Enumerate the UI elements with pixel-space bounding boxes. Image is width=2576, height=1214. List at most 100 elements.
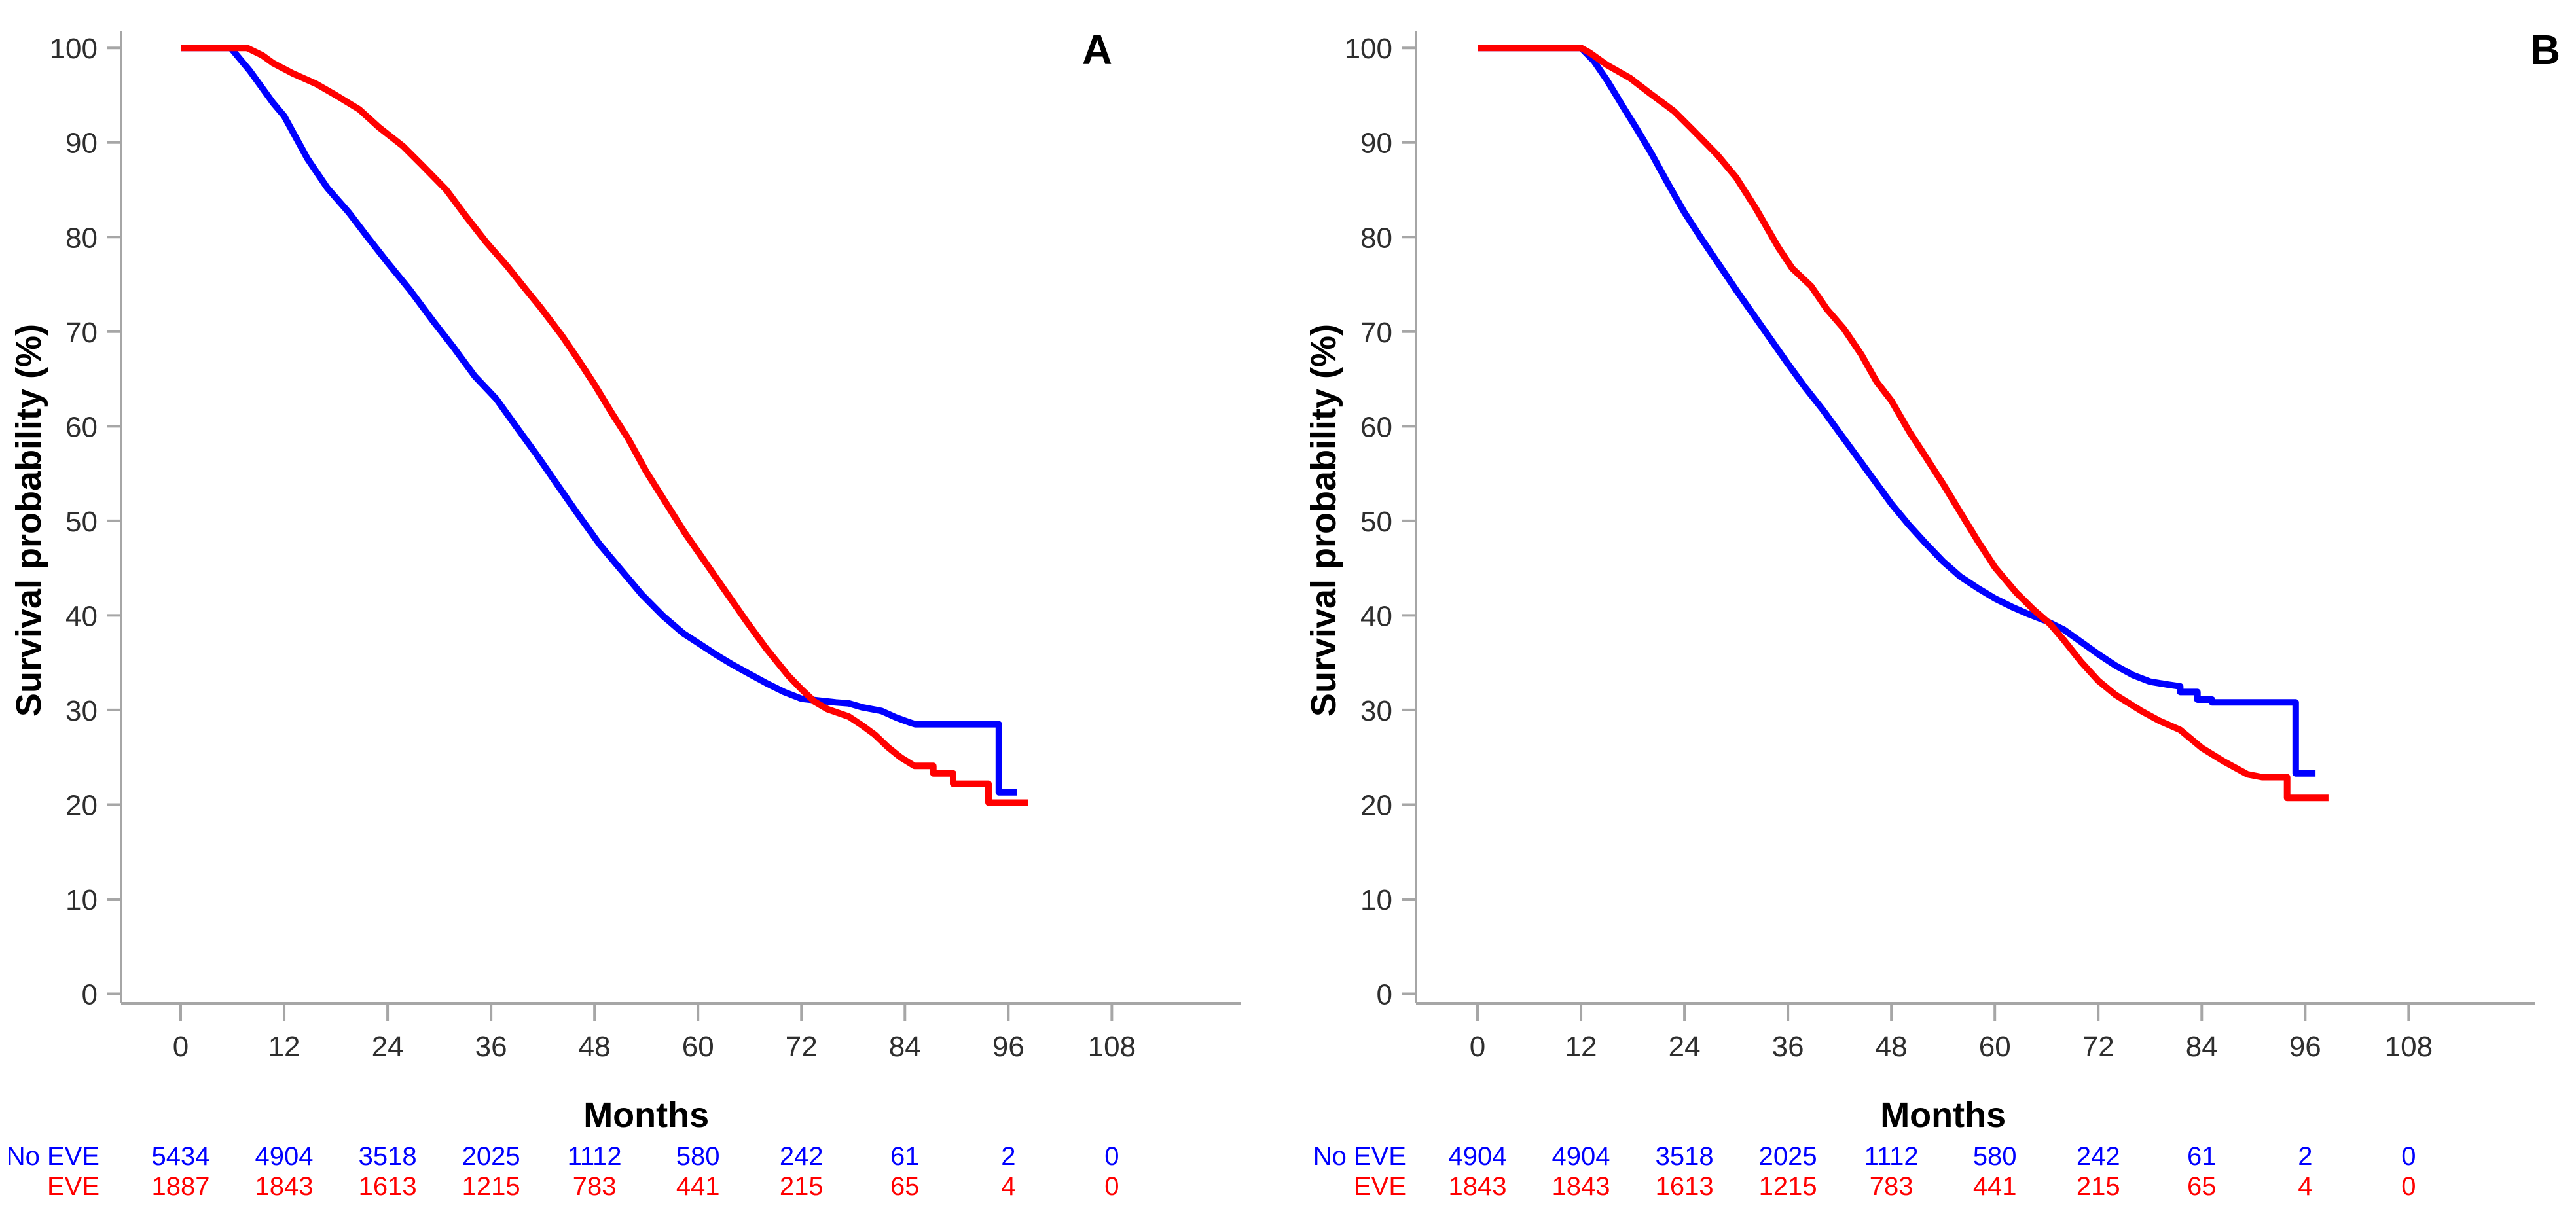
y-axis-title: Survival probability (%) [9, 324, 48, 717]
y-tick-label: 40 [65, 600, 98, 632]
risk-value: 61 [2187, 1142, 2217, 1171]
x-axis-title: Months [583, 1096, 709, 1135]
y-tick-label: 80 [65, 222, 98, 254]
risk-value: 242 [2077, 1142, 2120, 1171]
survival-curve-eve [181, 45, 1028, 806]
x-tick-label: 12 [1565, 1031, 1597, 1063]
risk-value: 2025 [1759, 1142, 1817, 1171]
y-tick-label: 60 [1360, 411, 1392, 443]
x-tick-label: 96 [992, 1031, 1025, 1063]
risk-value: 2 [2298, 1142, 2312, 1171]
y-tick-label: 10 [1360, 884, 1392, 916]
y-tick-label: 80 [1360, 222, 1392, 254]
risk-value: 1843 [1449, 1172, 1507, 1201]
y-tick-label: 50 [1360, 506, 1392, 538]
x-tick-label: 60 [682, 1031, 714, 1063]
y-tick-label: 90 [1360, 128, 1392, 160]
panel-b: 0 10 20 30 40 50 60 70 80 90 100 0 12 24 36 48 60 72 84 96 1… [1288, 0, 2576, 1214]
y-tick-label: 40 [1360, 600, 1392, 632]
panel-a: 0 10 20 30 40 50 60 70 80 90 100 0 12 24 36 48 60 72 84 96 1… [7, 26, 1241, 1201]
x-tick-label: 12 [268, 1031, 300, 1063]
risk-value: 2025 [462, 1142, 520, 1171]
risk-value: 4 [2298, 1172, 2312, 1201]
risk-value: 215 [2077, 1172, 2120, 1201]
risk-value: 0 [2401, 1172, 2416, 1201]
risk-value: 1215 [1759, 1172, 1817, 1201]
y-tick-label: 100 [50, 33, 98, 65]
x-tick-label: 108 [1088, 1031, 1136, 1063]
survival-curve-no-eve [181, 45, 1017, 796]
risk-value: 61 [890, 1142, 920, 1171]
panel-letter-b: B [2530, 26, 2560, 73]
risk-value: 1112 [1864, 1142, 1919, 1171]
y-tick-label: 30 [1360, 695, 1392, 727]
y-tick-label: 0 [1377, 979, 1392, 1011]
risk-value: 4904 [1552, 1142, 1610, 1171]
x-tick-label: 0 [173, 1031, 189, 1063]
survival-curve-no-eve [1478, 45, 2316, 777]
panel-letter-a: A [1082, 26, 1112, 73]
risk-value: 242 [780, 1142, 824, 1171]
risk-row-label-no-eve: No EVE [7, 1142, 100, 1171]
x-tick-label: 60 [1979, 1031, 2011, 1063]
y-tick-label: 70 [1360, 317, 1392, 349]
risk-value: 580 [1973, 1142, 2017, 1171]
risk-value: 0 [1104, 1142, 1119, 1171]
risk-value: 65 [890, 1172, 920, 1201]
risk-value: 0 [2401, 1142, 2416, 1171]
y-tick-label: 100 [1345, 33, 1392, 65]
risk-value: 0 [1104, 1172, 1119, 1201]
risk-value: 1843 [255, 1172, 314, 1201]
x-tick-label: 96 [2289, 1031, 2321, 1063]
risk-value: 1613 [359, 1172, 417, 1201]
y-tick-label: 60 [65, 411, 98, 443]
y-tick-label: 90 [65, 128, 98, 160]
risk-value: 1887 [152, 1172, 210, 1201]
risk-value: 5434 [152, 1142, 210, 1171]
risk-value: 4904 [255, 1142, 314, 1171]
risk-row-label-eve: EVE [47, 1172, 100, 1201]
x-tick-label: 72 [786, 1031, 818, 1063]
x-tick-label: 0 [1470, 1031, 1485, 1063]
risk-value: 441 [1973, 1172, 2017, 1201]
risk-value: 441 [676, 1172, 720, 1201]
risk-value: 783 [573, 1172, 617, 1201]
risk-row-label-no-eve: No EVE [1313, 1142, 1406, 1171]
risk-value: 580 [676, 1142, 720, 1171]
risk-value: 1215 [462, 1172, 520, 1201]
risk-value: 215 [780, 1172, 824, 1201]
risk-value: 783 [1870, 1172, 1914, 1201]
x-tick-label: 84 [889, 1031, 921, 1063]
x-tick-label: 36 [1772, 1031, 1804, 1063]
risk-value: 4904 [1449, 1142, 1507, 1171]
risk-row-label-eve: EVE [1354, 1172, 1406, 1201]
x-tick-label: 108 [2385, 1031, 2433, 1063]
risk-value: 4 [1001, 1172, 1015, 1201]
x-tick-label: 36 [475, 1031, 507, 1063]
y-tick-label: 20 [65, 789, 98, 821]
y-axis-title: Survival probability (%) [1304, 324, 1343, 717]
x-tick-label: 24 [1669, 1031, 1701, 1063]
x-tick-label: 84 [2186, 1031, 2218, 1063]
y-tick-label: 10 [65, 884, 98, 916]
risk-value: 1112 [568, 1142, 622, 1171]
x-tick-label: 24 [372, 1031, 404, 1063]
risk-value: 1613 [1656, 1172, 1714, 1201]
x-axis-title: Months [1880, 1096, 2006, 1135]
y-tick-label: 50 [65, 506, 98, 538]
risk-value: 3518 [1656, 1142, 1714, 1171]
y-tick-label: 30 [65, 695, 98, 727]
risk-value: 3518 [359, 1142, 417, 1171]
y-tick-label: 70 [65, 317, 98, 349]
y-tick-label: 0 [82, 979, 98, 1011]
survival-curve-eve [1478, 45, 2329, 802]
risk-value: 65 [2187, 1172, 2217, 1201]
risk-value: 2 [1001, 1142, 1015, 1171]
x-tick-label: 72 [2082, 1031, 2114, 1063]
risk-value: 1843 [1552, 1172, 1610, 1201]
x-tick-label: 48 [579, 1031, 611, 1063]
x-tick-label: 48 [1876, 1031, 1908, 1063]
